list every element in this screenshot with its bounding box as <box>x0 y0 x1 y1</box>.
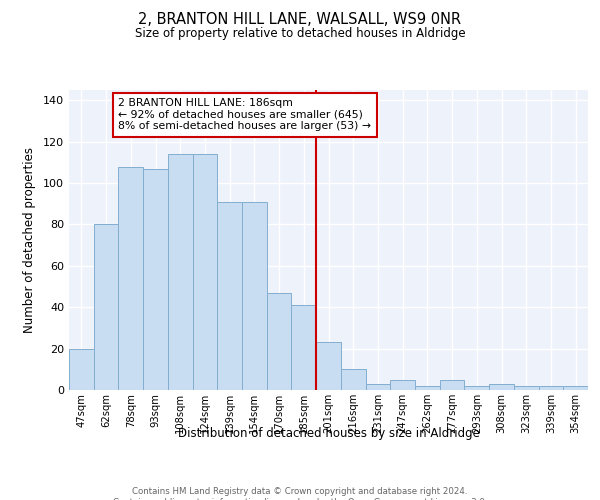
Bar <box>415 386 440 390</box>
Bar <box>539 386 563 390</box>
Bar <box>217 202 242 390</box>
Y-axis label: Number of detached properties: Number of detached properties <box>23 147 36 333</box>
Bar <box>440 380 464 390</box>
Bar <box>464 386 489 390</box>
Bar <box>316 342 341 390</box>
Bar <box>118 166 143 390</box>
Bar <box>168 154 193 390</box>
Bar <box>267 293 292 390</box>
Bar <box>292 305 316 390</box>
Text: Contains HM Land Registry data © Crown copyright and database right 2024.
Contai: Contains HM Land Registry data © Crown c… <box>113 488 487 500</box>
Bar <box>563 386 588 390</box>
Bar <box>193 154 217 390</box>
Bar <box>489 384 514 390</box>
Bar <box>365 384 390 390</box>
Bar <box>341 370 365 390</box>
Bar <box>143 168 168 390</box>
Bar <box>242 202 267 390</box>
Bar <box>514 386 539 390</box>
Text: Distribution of detached houses by size in Aldridge: Distribution of detached houses by size … <box>178 428 480 440</box>
Text: Size of property relative to detached houses in Aldridge: Size of property relative to detached ho… <box>134 28 466 40</box>
Text: 2 BRANTON HILL LANE: 186sqm
← 92% of detached houses are smaller (645)
8% of sem: 2 BRANTON HILL LANE: 186sqm ← 92% of det… <box>118 98 371 132</box>
Bar <box>69 348 94 390</box>
Bar <box>390 380 415 390</box>
Text: 2, BRANTON HILL LANE, WALSALL, WS9 0NR: 2, BRANTON HILL LANE, WALSALL, WS9 0NR <box>139 12 461 28</box>
Bar <box>94 224 118 390</box>
